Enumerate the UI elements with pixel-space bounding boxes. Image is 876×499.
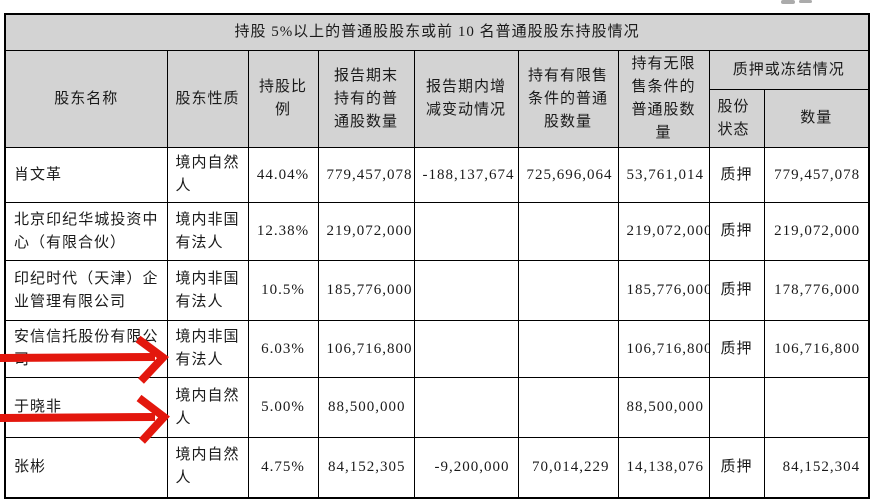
cell-shareholder-nature: 境内非国有法人 bbox=[166, 202, 249, 261]
table-row: 张彬 境内自然人 4.75% 84,152,305 -9,200,000 70,… bbox=[4, 437, 870, 498]
cell-unrestricted: 53,761,014 bbox=[617, 147, 710, 203]
cell-shares-end: 84,152,305 bbox=[317, 437, 415, 498]
cell-restricted bbox=[517, 320, 619, 378]
cell-shareholding-ratio: 10.5% bbox=[247, 260, 319, 321]
cell-shareholder-nature-arrow-target: 境内非国有法人 bbox=[166, 320, 249, 378]
cell-share-status bbox=[708, 377, 765, 438]
cell-share-status: 质押 bbox=[708, 260, 765, 321]
cell-shares-end: 219,072,000 bbox=[317, 202, 415, 261]
cell-shareholder-nature-arrow-target: 境内自然人 bbox=[166, 377, 249, 438]
cell-unrestricted: 14,138,076 bbox=[617, 437, 710, 498]
table-title: 持股 5%以上的普通股股东或前 10 名普通股股东持股情况 bbox=[4, 13, 870, 51]
cell-restricted bbox=[517, 377, 619, 438]
cell-shareholding-ratio: 5.00% bbox=[247, 377, 319, 438]
cell-shareholder-name: 张彬 bbox=[4, 437, 168, 498]
col-header-quantity: 数量 bbox=[763, 89, 870, 148]
table-row: 印纪时代（天津）企业管理有限公司 境内非国有法人 10.5% 185,776,0… bbox=[4, 260, 870, 321]
cell-share-status: 质押 bbox=[708, 202, 765, 261]
table-row: 肖文革 境内自然人 44.04% 779,457,078 -188,137,67… bbox=[4, 147, 870, 203]
cell-shareholder-name: 安信信托股份有限公司 bbox=[4, 320, 168, 378]
cell-share-status: 质押 bbox=[708, 147, 765, 203]
cell-pledged-quantity: 84,152,304 bbox=[763, 437, 870, 498]
cell-unrestricted: 219,072,000 bbox=[617, 202, 710, 261]
col-header-pledge-or-freeze: 质押或冻结情况 bbox=[708, 49, 870, 91]
cell-shareholder-name: 于晓非 bbox=[4, 377, 168, 438]
col-header-change-during-period: 报告期内增减变动情况 bbox=[413, 50, 519, 148]
col-header-shareholder-nature: 股东性质 bbox=[166, 50, 249, 148]
col-header-shareholder-name: 股东名称 bbox=[4, 50, 168, 148]
col-header-restricted-shares: 持有有限售条件的普通股数量 bbox=[517, 50, 619, 148]
cell-unrestricted: 88,500,000 bbox=[617, 377, 710, 438]
cell-change bbox=[413, 377, 519, 438]
cell-shares-end: 88,500,000 bbox=[317, 377, 415, 438]
col-header-unrestricted-shares: 持有无限售条件的普通股数量 bbox=[617, 50, 710, 148]
cell-unrestricted: 106,716,800 bbox=[617, 320, 710, 378]
cell-shareholding-ratio: 44.04% bbox=[247, 147, 319, 203]
table-row: 于晓非 境内自然人 5.00% 88,500,000 88,500,000 bbox=[4, 377, 870, 438]
shareholders-table: 持股 5%以上的普通股股东或前 10 名普通股股东持股情况 股东名称 股东性质 … bbox=[4, 13, 871, 499]
col-header-shareholding-ratio: 持股比例 bbox=[247, 50, 319, 148]
cell-shareholding-ratio: 6.03% bbox=[247, 320, 319, 378]
cell-pledged-quantity: 178,776,000 bbox=[763, 260, 870, 321]
cell-shareholder-nature: 境内自然人 bbox=[166, 147, 249, 203]
cropped-text-artifact bbox=[799, 0, 812, 3]
cropped-text-artifact bbox=[781, 0, 795, 4]
col-header-shares-end-of-period: 报告期末持有的普通股数量 bbox=[317, 50, 415, 148]
cell-pledged-quantity: 219,072,000 bbox=[763, 202, 870, 261]
cell-shareholder-nature: 境内非国有法人 bbox=[166, 260, 249, 321]
table-row: 北京印纪华城投资中心（有限合伙） 境内非国有法人 12.38% 219,072,… bbox=[4, 202, 870, 261]
cell-shareholder-name: 印纪时代（天津）企业管理有限公司 bbox=[4, 260, 168, 321]
cell-restricted bbox=[517, 202, 619, 261]
cell-pledged-quantity: 779,457,078 bbox=[763, 147, 870, 203]
cell-pledged-quantity bbox=[763, 377, 870, 438]
cell-unrestricted: 185,776,000 bbox=[617, 260, 710, 321]
cell-shareholder-name: 肖文革 bbox=[4, 147, 168, 203]
cell-shareholding-ratio: 12.38% bbox=[247, 202, 319, 261]
table-title-row: 持股 5%以上的普通股股东或前 10 名普通股股东持股情况 bbox=[4, 13, 870, 51]
cell-shareholder-name: 北京印纪华城投资中心（有限合伙） bbox=[4, 202, 168, 261]
cell-change bbox=[413, 202, 519, 261]
cell-change bbox=[413, 260, 519, 321]
cell-restricted: 70,014,229 bbox=[517, 437, 619, 498]
cell-pledged-quantity: 106,716,800 bbox=[763, 320, 870, 378]
header-row-1: 股东名称 股东性质 持股比例 报告期末持有的普通股数量 报告期内增减变动情况 持… bbox=[4, 49, 870, 148]
cell-change: -188,137,674 bbox=[413, 147, 519, 203]
table-row: 安信信托股份有限公司 境内非国有法人 6.03% 106,716,800 106… bbox=[4, 320, 870, 378]
cell-change bbox=[413, 320, 519, 378]
cell-shares-end: 779,457,078 bbox=[317, 147, 415, 203]
cell-shareholder-nature: 境内自然人 bbox=[166, 437, 249, 498]
header-row-2: 股份状态 数量 bbox=[5, 89, 870, 148]
cell-restricted: 725,696,064 bbox=[517, 147, 619, 203]
cell-share-status: 质押 bbox=[708, 437, 765, 498]
col-header-share-status: 股份状态 bbox=[708, 89, 765, 148]
cell-shares-end: 185,776,000 bbox=[317, 260, 415, 321]
cell-restricted bbox=[517, 260, 619, 321]
cell-change: -9,200,000 bbox=[413, 437, 519, 498]
cell-shares-end: 106,716,800 bbox=[317, 320, 415, 378]
cell-share-status: 质押 bbox=[708, 320, 765, 378]
cell-shareholding-ratio: 4.75% bbox=[247, 437, 319, 498]
